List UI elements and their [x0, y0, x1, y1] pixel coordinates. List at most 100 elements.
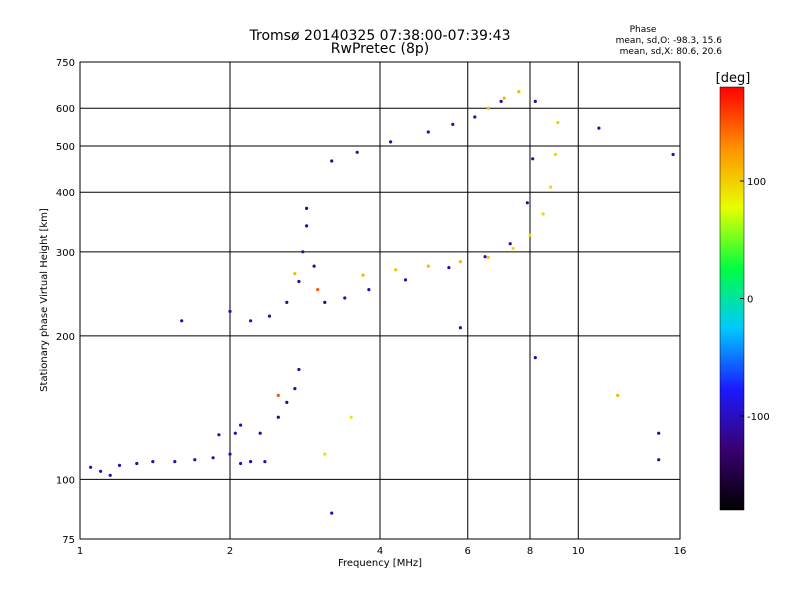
data-point: [135, 461, 139, 466]
data-point: [525, 201, 529, 205]
data-point: [276, 415, 280, 419]
y-axis-label: Stationary phase Virtual Height [km]: [39, 208, 50, 392]
data-point: [258, 431, 262, 435]
data-point: [239, 461, 243, 466]
data-point: [486, 255, 490, 259]
data-point: [403, 278, 408, 282]
y-tick-label: 750: [56, 58, 75, 69]
x-tick-label: 4: [377, 546, 383, 557]
colorbar-tick-label: -100: [747, 412, 770, 423]
data-point: [657, 458, 661, 462]
data-point: [533, 356, 537, 360]
data-point: [297, 367, 301, 372]
data-point: [517, 90, 521, 94]
data-point: [293, 272, 297, 276]
colorbar-ticks: 100 0 -100: [740, 177, 770, 423]
data-point: [305, 224, 309, 228]
y-tick-label: 75: [62, 535, 75, 546]
colorbar-unit: [deg]: [716, 71, 751, 86]
phase-info-o: mean, sd,O: -98.3, 15.6: [616, 36, 723, 46]
x-axis-label: Frequency [MHz]: [338, 558, 422, 569]
data-point: [458, 260, 462, 264]
data-point: [297, 279, 301, 284]
data-point: [193, 458, 197, 462]
data-point: [228, 309, 232, 313]
data-point: [267, 314, 272, 318]
data-point: [508, 242, 512, 246]
data-point: [316, 288, 320, 292]
data-point: [239, 423, 243, 427]
data-point: [211, 456, 215, 460]
data-point: [549, 185, 553, 189]
data-point: [533, 99, 537, 103]
data-point: [553, 152, 558, 157]
data-point: [228, 452, 232, 456]
data-point: [528, 233, 532, 237]
data-point: [323, 452, 327, 456]
data-point: [616, 393, 620, 397]
data-point: [99, 469, 103, 473]
data-point: [249, 319, 253, 323]
data-point: [323, 300, 327, 304]
data-point: [473, 115, 477, 119]
data-point: [117, 463, 122, 467]
data-point: [541, 212, 545, 216]
data-point: [276, 393, 280, 397]
data-point: [389, 140, 393, 144]
data-point: [394, 268, 398, 272]
data-point: [330, 511, 334, 515]
data-point: [367, 288, 371, 292]
data-point: [355, 150, 359, 154]
y-tick-label: 200: [56, 332, 75, 343]
data-point: [447, 266, 451, 270]
data-point: [483, 255, 487, 259]
data-point: [343, 296, 347, 300]
data-point: [180, 319, 184, 323]
data-point: [108, 473, 112, 477]
y-tick-label: 300: [56, 248, 75, 259]
y-tick-label: 100: [56, 475, 75, 486]
phase-info-title: Phase: [630, 25, 657, 35]
data-point: [597, 126, 601, 130]
data-point: [330, 159, 334, 163]
y-tick-label: 600: [56, 104, 75, 115]
data-point: [293, 387, 297, 391]
y-tick-label: 500: [56, 142, 75, 153]
x-tick-label: 8: [527, 546, 533, 557]
data-point: [349, 415, 353, 419]
grid: [80, 62, 680, 539]
chart-subtitle: RwPretec (8p): [331, 41, 429, 57]
data-point: [531, 157, 535, 161]
x-ticks: 1 2 4 6 8 10 16: [77, 546, 687, 557]
data-point: [657, 431, 661, 435]
x-tick-label: 2: [227, 546, 233, 557]
data-point: [151, 460, 155, 464]
x-tick-label: 10: [572, 546, 585, 557]
data-point: [511, 246, 515, 250]
x-tick-label: 16: [674, 546, 687, 557]
data-point: [486, 106, 490, 110]
data-point: [173, 460, 177, 464]
x-tick-label: 6: [465, 546, 471, 557]
data-point: [301, 250, 305, 254]
data-point: [285, 400, 289, 404]
y-tick-label: 400: [56, 188, 75, 199]
data-point: [217, 433, 221, 437]
plot-frame: [79, 61, 681, 540]
data-point: [361, 273, 365, 277]
phase-info-x: mean, sd,X: 80.6, 20.6: [620, 47, 723, 57]
data-point: [556, 120, 560, 125]
data-point: [305, 206, 309, 210]
data-point: [89, 465, 93, 469]
data-point: [671, 152, 675, 157]
data-point: [458, 326, 462, 330]
colorbar-tick-label: 100: [747, 177, 766, 188]
data-point: [285, 300, 289, 304]
data-points: [89, 90, 675, 515]
data-point: [249, 460, 253, 464]
data-point: [426, 264, 430, 268]
data-point: [426, 130, 430, 134]
data-point: [451, 122, 455, 126]
colorbar-tick-label: 0: [747, 295, 753, 306]
